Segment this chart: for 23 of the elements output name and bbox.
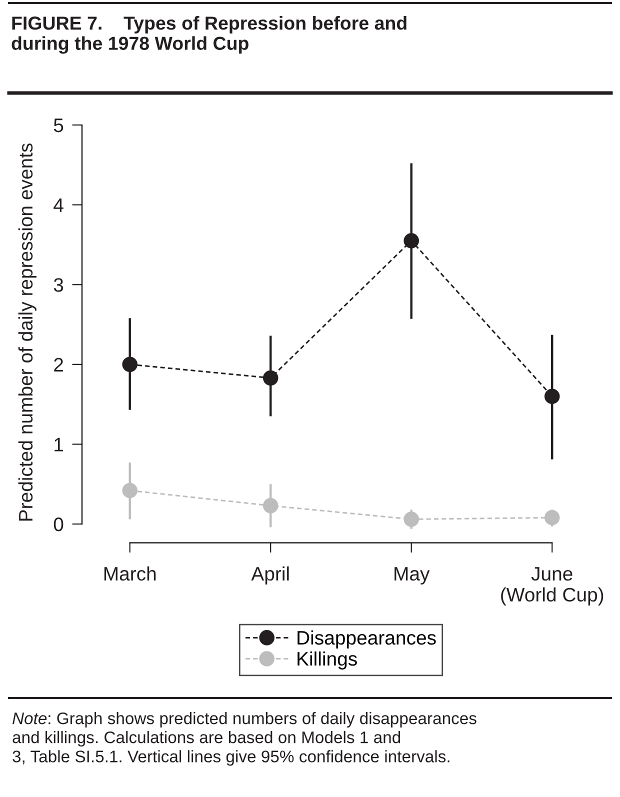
y-tick-label: 2 <box>54 358 63 372</box>
point <box>262 370 278 386</box>
legend-label: Disappearances <box>298 630 436 649</box>
y-axis-title: Predicted number of daily repression events <box>18 144 36 521</box>
point <box>544 388 560 404</box>
chart-title: FIGURE 7. Types of Repression before and during the 1978 World Cup <box>12 16 406 54</box>
text: Note: Graph shows predicted numbers of daily disappearances and killings. Calculations are based on Models 1 and 3, Table SI.5.1. Vertical lines give 95% confidence intervals. <box>12 712 476 766</box>
legend-label: Killings <box>298 651 357 670</box>
x-tick-label: April <box>251 566 289 585</box>
point <box>122 356 138 372</box>
x-tick-label: May <box>394 567 430 585</box>
y-tick-label: 0 <box>54 518 64 532</box>
y-tick-label: 1 <box>54 438 63 452</box>
point <box>404 512 419 527</box>
x-tick-label: June (World Cup) <box>501 567 604 606</box>
point <box>544 510 560 526</box>
point <box>262 498 278 514</box>
point <box>404 233 419 248</box>
y-tick-label: 4 <box>54 198 64 212</box>
y-tick-label: 5 <box>54 118 64 132</box>
y-tick-label: 3 <box>54 278 64 292</box>
x-tick-label: March <box>104 566 156 581</box>
point <box>122 482 138 498</box>
